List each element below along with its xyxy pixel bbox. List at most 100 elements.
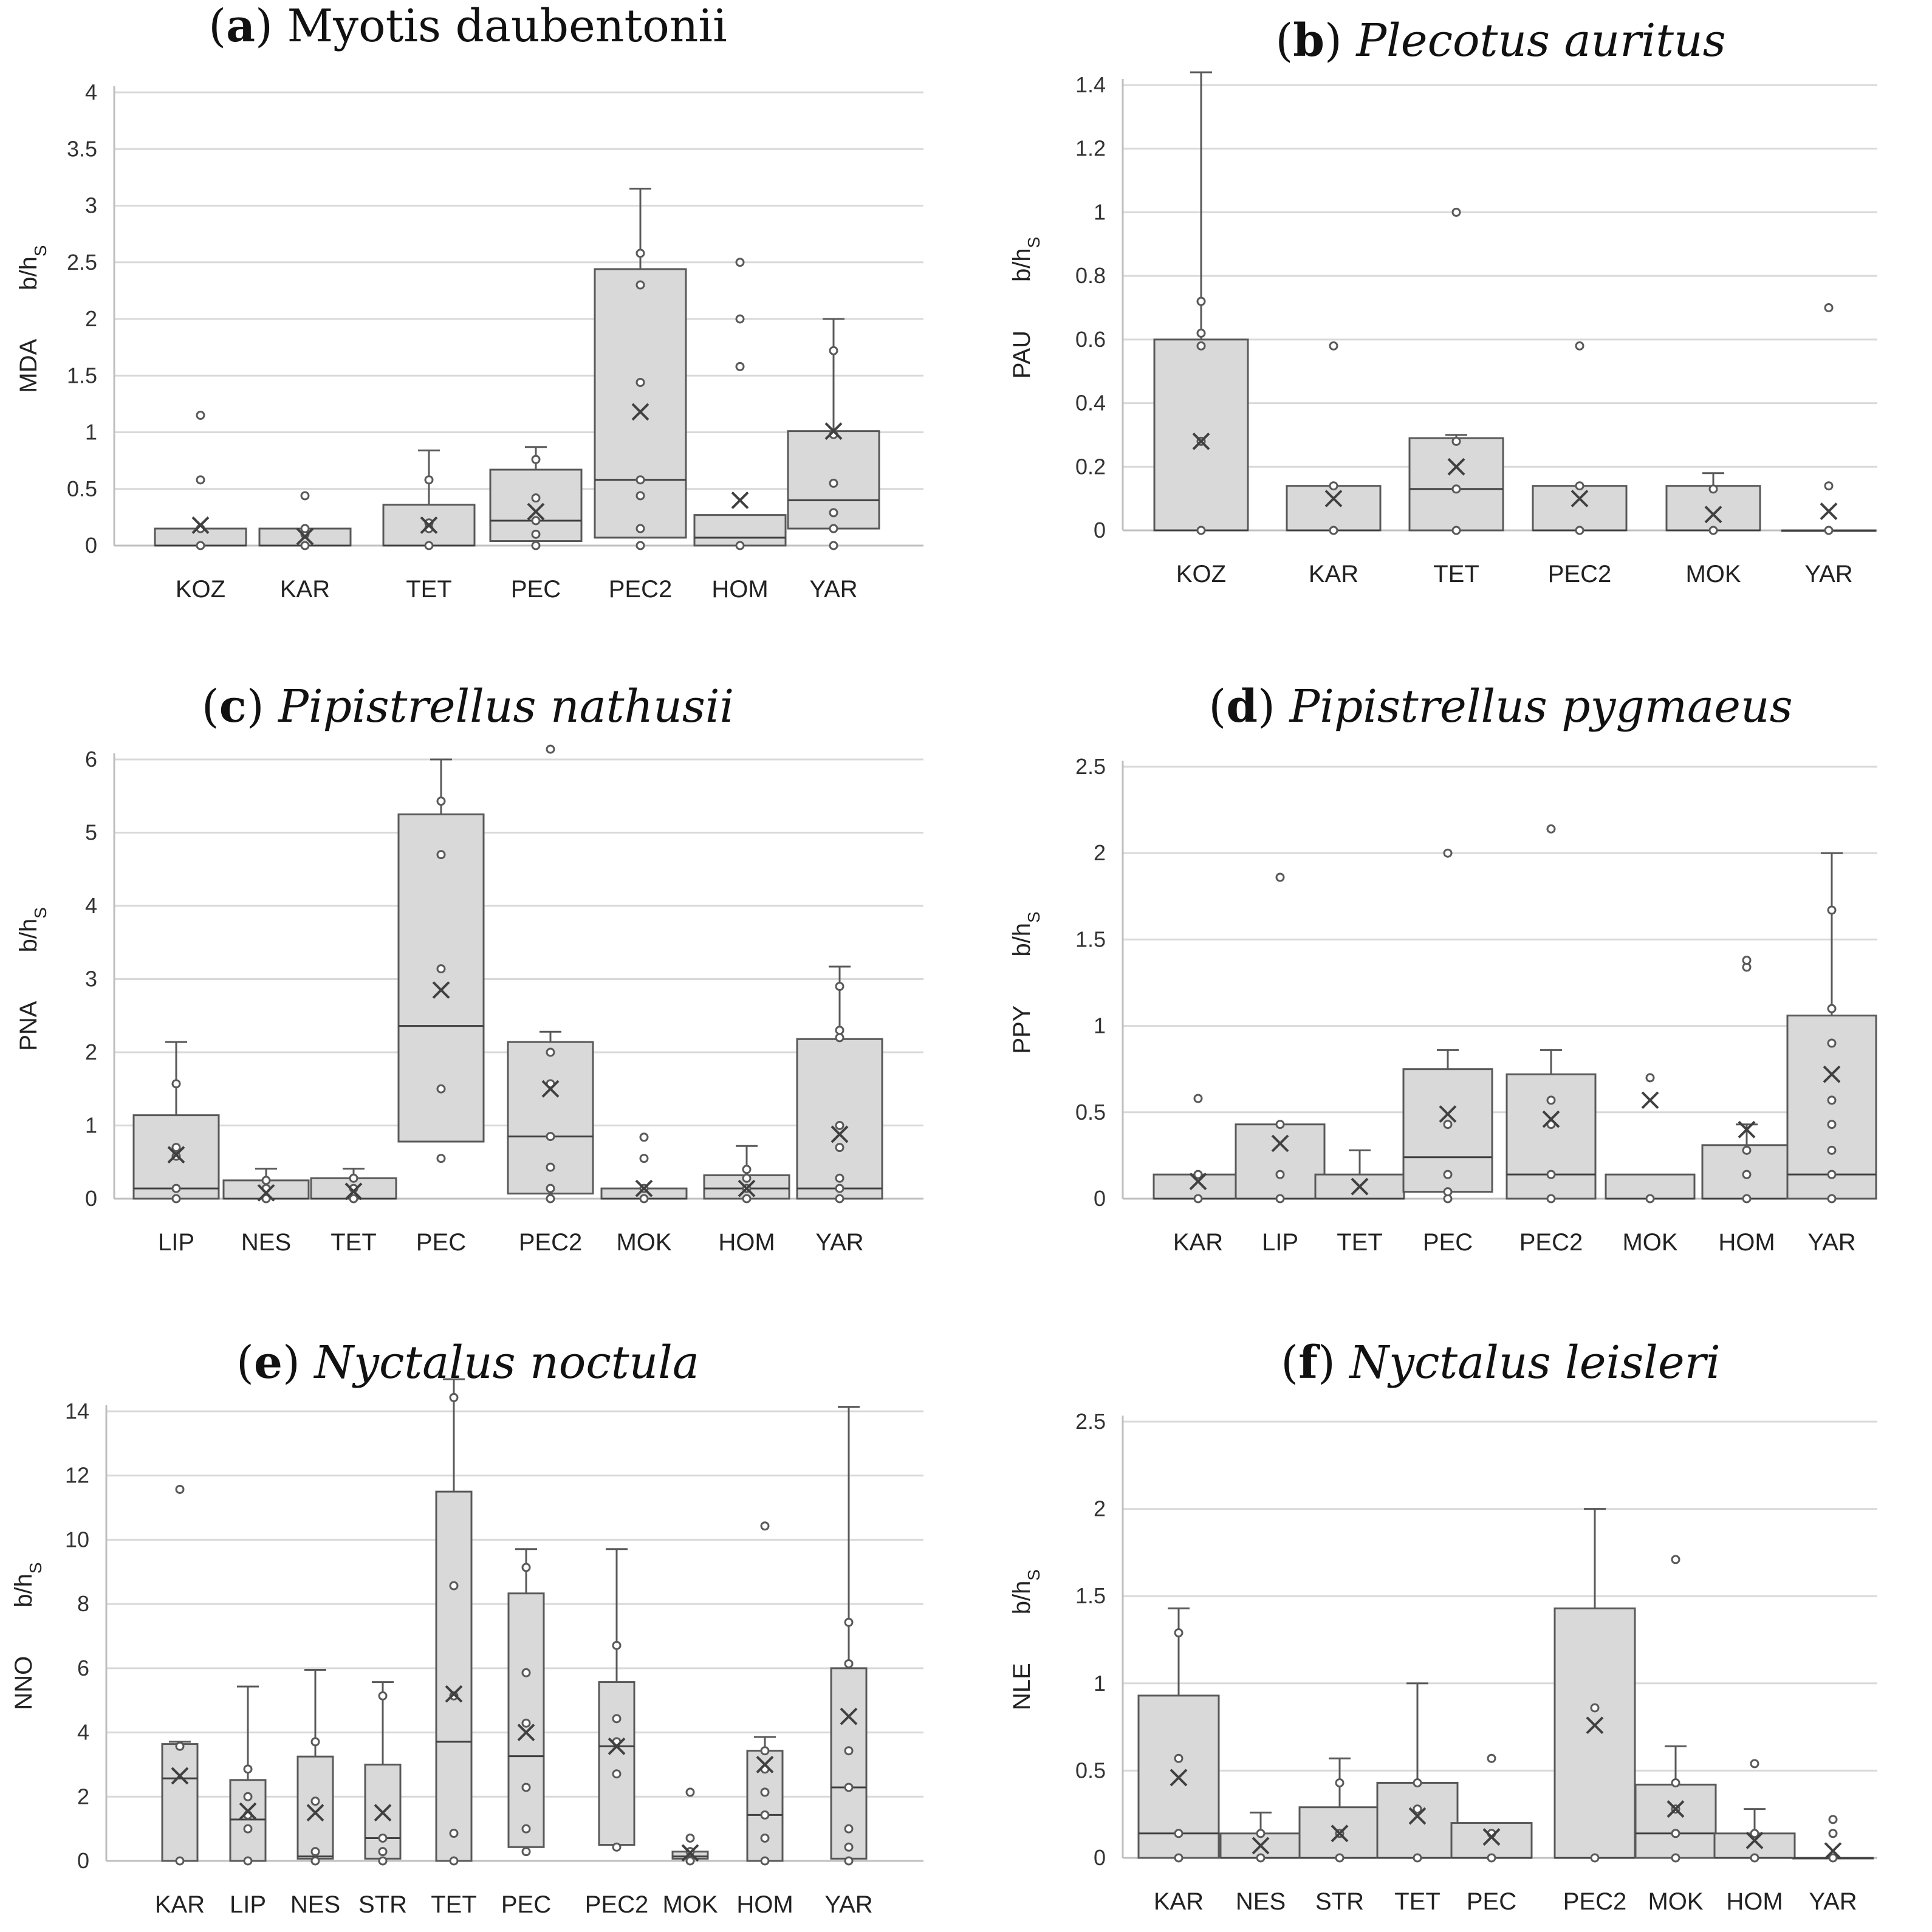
data-point — [735, 361, 745, 371]
chart-title: (e) Nyctalus noctula — [236, 1337, 699, 1389]
data-point — [612, 1714, 622, 1724]
x-tick-label: MOK — [616, 1229, 671, 1256]
data-point — [521, 1718, 531, 1728]
y-tick-label: 2.5 — [1075, 1409, 1106, 1434]
title-paren-close: ) — [283, 1337, 314, 1389]
mean-marker — [756, 1756, 774, 1773]
box-body — [1286, 485, 1382, 532]
mean-marker — [824, 422, 843, 440]
box-PEC — [1402, 848, 1493, 1204]
mean-marker — [1820, 502, 1838, 520]
x-tick-label: PEC2 — [1563, 1888, 1627, 1915]
x-tick-label: PEC — [416, 1229, 466, 1256]
x-tick-label: PEC — [501, 1891, 551, 1918]
y-axis-label-subscript: S — [26, 1562, 45, 1574]
data-point — [531, 529, 541, 539]
data-point — [261, 1176, 271, 1185]
data-point — [546, 1132, 555, 1142]
title-paren-close: ) — [1258, 680, 1289, 733]
data-point — [171, 1143, 181, 1153]
data-point — [196, 411, 205, 420]
data-point — [1671, 1829, 1680, 1838]
data-point — [1827, 905, 1837, 915]
y-tick-label: 3.5 — [67, 136, 97, 161]
y-tick-label: 2 — [1094, 1496, 1106, 1521]
data-point — [639, 1154, 649, 1163]
data-point — [436, 850, 446, 860]
chart-title: (c) Pipistrellus nathusii — [202, 680, 734, 733]
data-point — [1671, 1853, 1680, 1863]
title-paren-close: ) — [1318, 1337, 1349, 1389]
data-point — [310, 1847, 320, 1857]
y-tick-label: 1.5 — [67, 363, 97, 388]
x-tick-label: YAR — [809, 576, 857, 603]
data-point — [171, 1194, 181, 1204]
x-tick-label: YAR — [1804, 561, 1852, 587]
data-point — [1451, 484, 1461, 494]
data-point — [1708, 484, 1718, 494]
data-point — [1275, 1120, 1285, 1129]
mean-marker — [1331, 1824, 1349, 1843]
box-body — [796, 1038, 883, 1200]
title-letter: a — [226, 0, 255, 52]
mean-marker — [296, 527, 314, 546]
box-HOM — [703, 1145, 790, 1204]
box-LIP — [132, 1041, 220, 1204]
data-point — [835, 1143, 844, 1153]
y-axis-label-unit: b/h — [10, 1574, 37, 1608]
box-body — [693, 514, 787, 547]
x-tick-label: PEC2 — [1519, 1229, 1583, 1256]
data-point — [1256, 1853, 1266, 1863]
data-point — [1193, 1094, 1203, 1103]
x-tick-label: KAR — [1154, 1888, 1204, 1915]
box-body — [598, 1681, 635, 1846]
box-body — [1376, 1782, 1459, 1859]
box-YAR — [796, 965, 883, 1204]
data-point — [1750, 1759, 1759, 1769]
y-tick-label: 3 — [85, 967, 97, 992]
box-PEC2 — [1553, 1508, 1636, 1863]
data-point — [378, 1856, 388, 1866]
title-species: Pipistrellus pygmaeus — [1288, 680, 1792, 733]
data-point — [436, 964, 446, 974]
data-point — [835, 1121, 844, 1130]
box-body — [435, 1490, 473, 1862]
data-point — [1413, 1778, 1422, 1788]
data-point — [735, 314, 745, 324]
box-PEC2 — [507, 744, 594, 1204]
data-point — [760, 1810, 770, 1820]
title-letter: e — [254, 1337, 283, 1389]
y-axis-label-unit: b/h — [15, 919, 42, 953]
y-axis-label-main: PAU — [1009, 331, 1035, 379]
data-point — [685, 1856, 695, 1866]
mean-marker — [1189, 1173, 1207, 1190]
data-point — [243, 1824, 253, 1834]
data-point — [1193, 1170, 1203, 1179]
y-tick-label: 0.5 — [1075, 1100, 1106, 1125]
title-paren-open: ( — [202, 680, 219, 733]
data-point — [424, 541, 434, 550]
x-tick-label: YAR — [815, 1229, 863, 1256]
box-HOM — [693, 258, 787, 550]
mean-marker — [171, 1767, 189, 1785]
box-TET — [310, 1168, 397, 1204]
chart-panel-c: (c) Pipistrellus nathusii 0 1 2 3 4 5 6 PNA b/hS L… — [15, 680, 923, 1256]
data-point — [546, 1184, 555, 1193]
x-tick-label: TET — [431, 1891, 477, 1918]
x-tick-label: KAR — [155, 1891, 205, 1918]
data-point — [171, 1184, 181, 1193]
data-point — [635, 491, 645, 501]
y-axis-label-main: NLE — [1009, 1663, 1035, 1710]
mean-marker — [1704, 505, 1722, 524]
data-point — [1827, 1145, 1837, 1155]
data-point — [531, 516, 541, 526]
box-LIP — [1235, 872, 1326, 1204]
box-KAR — [1286, 341, 1382, 535]
data-point — [635, 280, 645, 290]
box-TET — [1376, 1682, 1459, 1863]
data-point — [1275, 1170, 1285, 1179]
box-PEC2 — [594, 188, 687, 550]
y-tick-label: 1.5 — [1075, 1583, 1106, 1608]
data-point — [1827, 1095, 1837, 1105]
